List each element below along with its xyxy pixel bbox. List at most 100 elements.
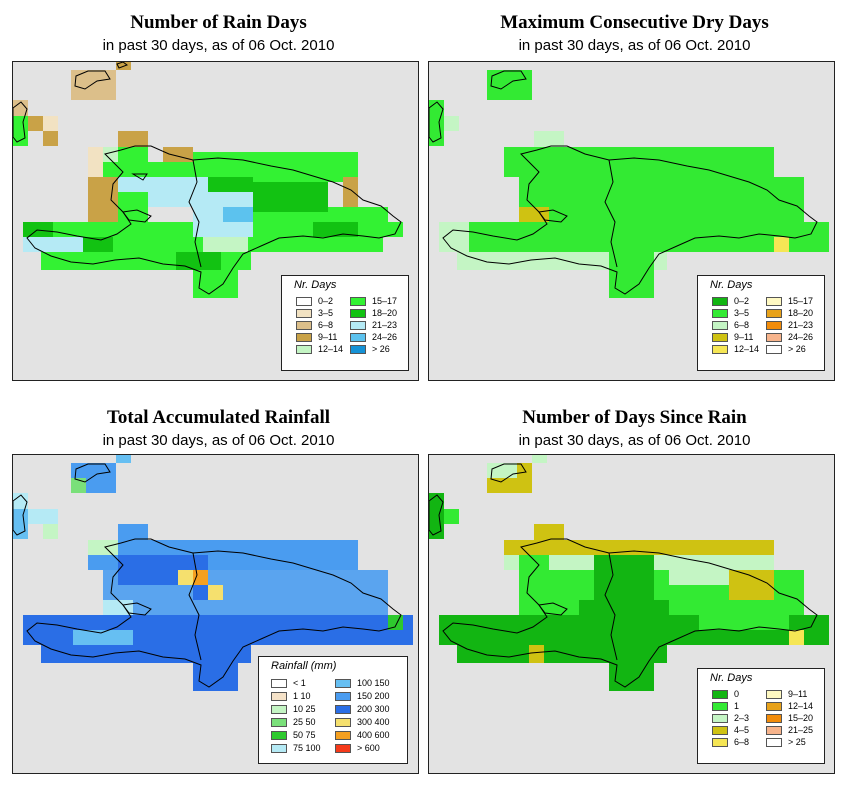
- legend-swatch: [766, 345, 782, 354]
- map-grid: [13, 455, 413, 691]
- map-legend: Nr. Days 0–2 3–5 6–8 9–11 12–14 15–17 18…: [697, 275, 825, 371]
- legend-label: 75 100: [293, 743, 321, 753]
- grid-cells: [429, 455, 829, 691]
- grid-cell: [73, 630, 133, 645]
- map-legend: Nr. Days 0 1 2–3 4–5 6–8 9–11 12–14 15–2…: [697, 668, 825, 764]
- legend-label: 2–3: [734, 713, 750, 723]
- grid-cell: [609, 645, 654, 691]
- legend-label: 12–14: [318, 344, 344, 354]
- legend-swatch: [350, 333, 366, 342]
- legend-swatch: [712, 702, 728, 711]
- grid-cell: [88, 147, 103, 177]
- legend-label: 0–2: [318, 296, 334, 306]
- grid-cell: [519, 555, 549, 570]
- panel-title: Number of Rain Days: [130, 12, 307, 33]
- legend-label: 1 10: [293, 691, 311, 701]
- grid-cell: [118, 524, 148, 540]
- grid-cell: [83, 237, 113, 252]
- legend-label: 18–20: [372, 308, 398, 318]
- legend-swatch: [296, 345, 312, 354]
- grid-cell: [609, 252, 654, 298]
- grid-cell: [118, 147, 148, 162]
- legend-label: 9–11: [318, 332, 338, 342]
- grid-cell: [163, 147, 193, 162]
- legend-swatch: [766, 309, 782, 318]
- grid-cell: [487, 70, 532, 100]
- grid-cell: [43, 131, 58, 146]
- grid-cell: [203, 237, 248, 252]
- grid-cell: [13, 116, 28, 146]
- legend-swatch: [335, 718, 351, 727]
- legend-swatch: [335, 744, 351, 753]
- coastline: [429, 463, 818, 688]
- legend-label: 15–17: [788, 296, 814, 306]
- grid-cell: [253, 182, 328, 212]
- legend-swatch: [335, 731, 351, 740]
- legend-label: 6–8: [318, 320, 334, 330]
- legend-swatch: [271, 744, 287, 753]
- grid-cell: [176, 252, 221, 270]
- legend-swatch: [271, 718, 287, 727]
- grid-cell: [789, 630, 804, 645]
- legend-label: 300 400: [357, 717, 390, 727]
- grid-cell: [534, 524, 564, 540]
- grid-cells: [13, 455, 413, 691]
- grid-cell: [532, 455, 547, 463]
- grid-cells: [13, 62, 403, 298]
- legend-swatch: [350, 321, 366, 330]
- legend-label: 6–8: [734, 320, 750, 330]
- grid-cell: [28, 509, 58, 524]
- grid-cell: [103, 162, 193, 177]
- legend-swatch: [712, 333, 728, 342]
- grid-cell: [148, 192, 193, 207]
- legend-swatch: [766, 714, 782, 723]
- map-days-since-rain: Nr. Days 0 1 2–3 4–5 6–8 9–11 12–14 15–2…: [428, 454, 835, 774]
- grid-cell: [71, 478, 86, 493]
- legend-label: > 26: [372, 344, 390, 354]
- legend-swatch: [335, 692, 351, 701]
- grid-cell: [487, 463, 517, 478]
- legend-title: Nr. Days: [710, 672, 753, 684]
- legend-title: Rainfall (mm): [271, 660, 337, 672]
- grid-cell: [223, 207, 253, 222]
- grid-cell: [444, 509, 459, 524]
- grid-cell: [699, 615, 789, 630]
- panel-subtitle: in past 30 days, as of 06 Oct. 2010: [518, 37, 751, 54]
- grid-cell: [313, 222, 358, 237]
- grid-cell: [13, 493, 28, 509]
- grid-cell: [208, 177, 253, 192]
- panel-subtitle: in past 30 days, as of 06 Oct. 2010: [518, 432, 751, 449]
- legend-label: 21–23: [788, 320, 814, 330]
- legend-swatch: [712, 738, 728, 747]
- legend-label: 21–25: [788, 725, 814, 735]
- map-grid: [429, 70, 829, 298]
- legend-label: 4–5: [734, 725, 750, 735]
- grid-cell: [759, 585, 774, 600]
- map-max-dry-days: Nr. Days 0–2 3–5 6–8 9–11 12–14 15–17 18…: [428, 61, 835, 381]
- grid-cell: [23, 630, 53, 645]
- grid-cell: [118, 131, 148, 147]
- grid-cell: [13, 509, 28, 539]
- map-legend: Nr. Days 0–2 3–5 6–8 9–11 12–14 15–17 18…: [281, 275, 409, 371]
- grid-cell: [193, 585, 208, 600]
- legend-swatch: [766, 702, 782, 711]
- grid-cell: [193, 570, 208, 585]
- legend-swatch: [766, 297, 782, 306]
- grid-cell: [529, 645, 544, 663]
- legend-label: < 1: [293, 678, 306, 688]
- legend-title: Nr. Days: [710, 279, 753, 291]
- legend-swatch: [271, 731, 287, 740]
- legend-swatch: [766, 321, 782, 330]
- legend-label: 200 300: [357, 704, 390, 714]
- legend-label: 400 600: [357, 730, 390, 740]
- legend-label: 24–26: [372, 332, 398, 342]
- legend-swatch: [712, 714, 728, 723]
- legend-label: 3–5: [318, 308, 334, 318]
- legend-label: 3–5: [734, 308, 750, 318]
- legend-title: Nr. Days: [294, 279, 337, 291]
- legend-swatch: [335, 679, 351, 688]
- legend-label: > 25: [788, 737, 806, 747]
- grid-cell: [594, 555, 654, 600]
- legend-label: 10 25: [293, 704, 316, 714]
- grid-cell: [88, 540, 118, 555]
